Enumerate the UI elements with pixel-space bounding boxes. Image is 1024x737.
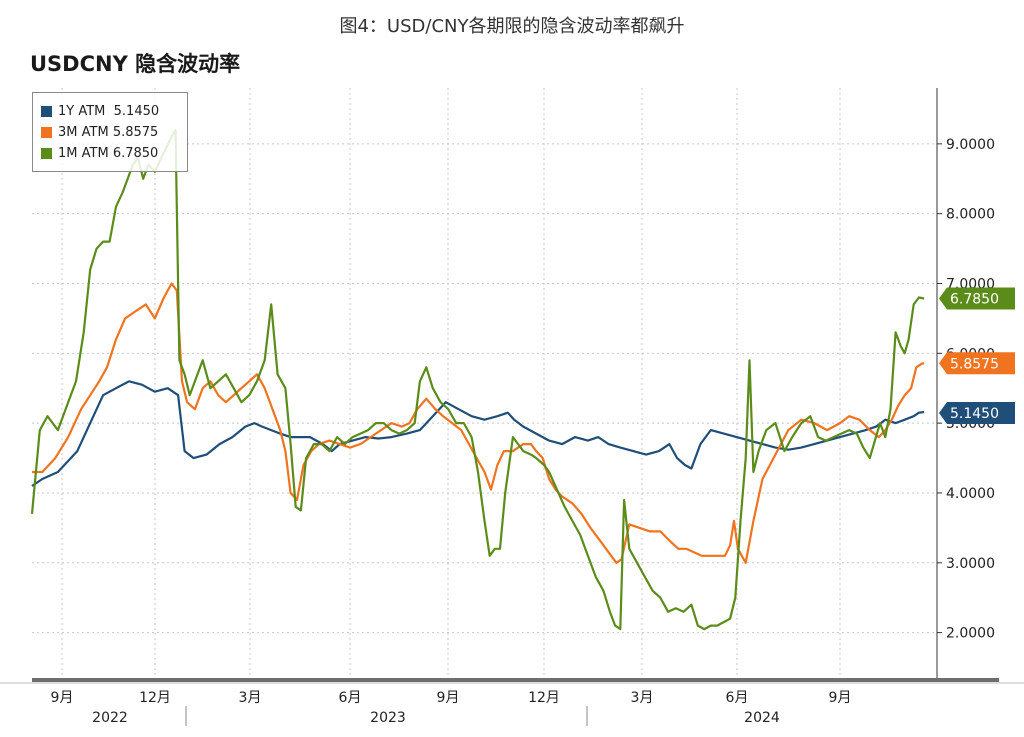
x-axis-bar [32,678,999,682]
last-value-flag-3m-atm: 5.8575 [939,352,1015,375]
legend-item-3m: 3M ATM 5.8575 [41,122,187,143]
axes: 2.00003.00004.00005.00006.00007.00008.00… [0,88,1024,726]
legend-label-1y: 1Y ATM [58,104,106,119]
series-line-1y-atm [31,380,925,487]
y-tick-label: 8.0000 [946,207,995,223]
x-tick-label: 9月 [437,690,460,706]
flag-shape [939,402,1015,425]
last-value-labels: 6.7850 5.8575 5.1450 [939,287,1015,425]
legend-swatch-1m [41,148,52,159]
x-tick-label: 9月 [51,690,74,706]
legend-label-3m: 3M ATM [58,125,109,140]
x-tick-label: 12月 [528,690,560,706]
figure-caption: 图4：USD/CNY各期限的隐含波动率都飙升 [339,16,685,37]
flag-value: 5.8575 [950,356,999,372]
last-value-flag-1m-atm: 6.7850 [939,287,1015,310]
series-lines [30,128,925,631]
x-tick-label: 12月 [139,690,171,706]
x-tick-label: 6月 [726,690,749,706]
x-tick-label: 3月 [239,690,262,706]
flag-value: 6.7850 [950,292,999,308]
grid-lines [32,88,937,678]
legend-value-1m: 6.7850 [112,146,159,161]
flag-shape [939,352,1015,375]
legend-label-1m: 1M ATM [58,146,109,161]
y-tick-label: 9.0000 [946,137,995,153]
legend-value-1y: 5.1450 [113,104,160,119]
year-label: 2022 [92,710,128,726]
series-line-3m-atm [32,282,925,564]
year-label: 2023 [370,710,406,726]
y-tick-label: 3.0000 [946,556,995,572]
legend-swatch-3m [41,127,52,138]
flag-value: 5.1450 [950,406,999,422]
flag-shape [939,287,1015,310]
legend-swatch-1y [41,106,52,117]
x-axis-shadow [0,682,1024,684]
y-tick-label: 4.0000 [946,486,995,502]
x-tick-label: 9月 [829,690,852,706]
chart-title: USDCNY 隐含波动率 [30,52,241,76]
y-tick-label: 2.0000 [946,626,995,642]
x-tick-label: 3月 [631,690,654,706]
series-line-1m-atm [30,128,925,631]
legend-item-1m: 1M ATM 6.7850 [41,143,187,164]
legend-item-1y: 1Y ATM 5.1450 [41,101,187,122]
x-tick-label: 6月 [339,690,362,706]
legend: 1Y ATM 5.1450 3M ATM 5.8575 1M ATM 6.785… [32,92,188,172]
legend-value-3m: 5.8575 [112,125,159,140]
last-value-flag-1y-atm: 5.1450 [939,402,1015,425]
year-label: 2024 [744,710,780,726]
